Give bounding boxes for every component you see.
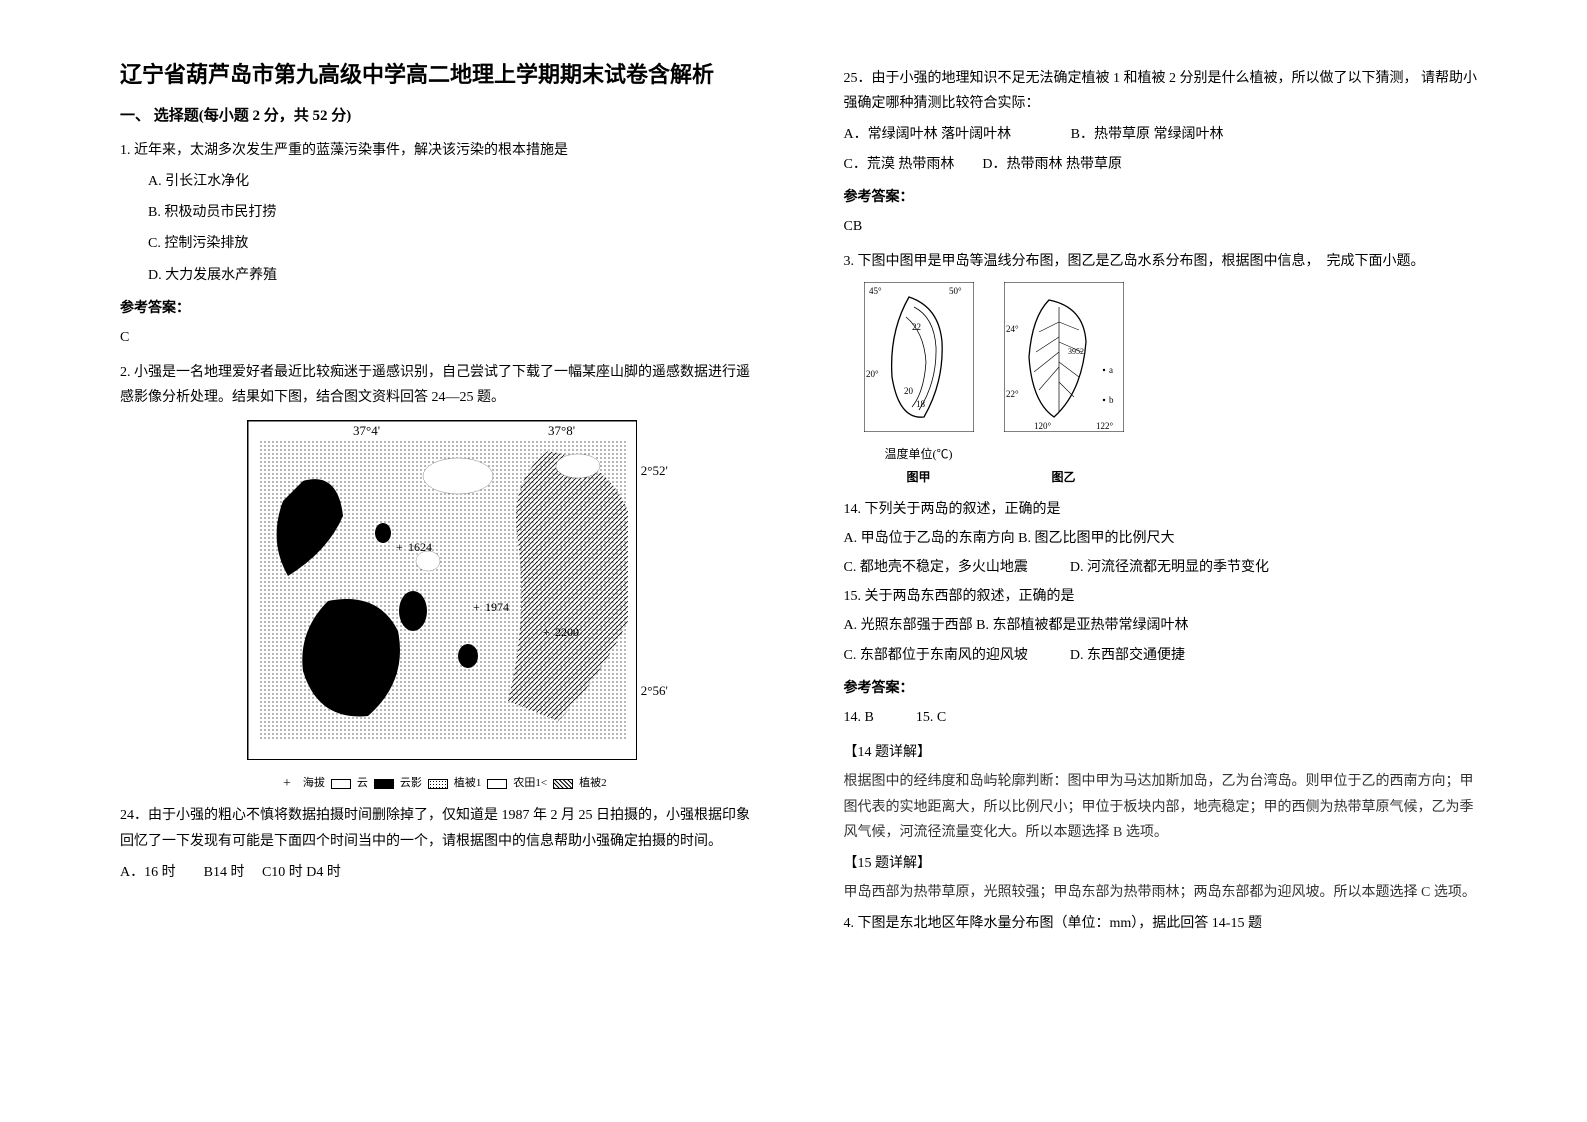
svg-text:+: +	[396, 540, 403, 554]
section-head: 一、 选择题(每小题 2 分，共 52 分)	[120, 103, 764, 130]
left-column: 辽宁省葫芦岛市第九高级中学高二地理上学期期末试卷含解析 一、 选择题(每小题 2…	[100, 60, 804, 1082]
q24-stem: 24．由于小强的粗心不慎将数据拍摄时间删除掉了，仅知道是 1987 年 2 月 …	[120, 803, 764, 853]
q1-ref-label: 参考答案：	[120, 296, 764, 321]
elev-1974: 1974	[485, 600, 509, 614]
right-column: 25．由于小强的地理知识不足无法确定植被 1 和植被 2 分别是什么植被，所以做…	[804, 60, 1508, 1082]
q1-stem: 1. 近年来，太湖多次发生严重的蓝藻污染事件，解决该污染的根本措施是	[120, 138, 764, 163]
q3-answer: 14. B 15. C	[844, 705, 1488, 730]
q14-cd: C. 都地壳不稳定，多火山地震 D. 河流径流都无明显的季节变化	[844, 555, 1488, 580]
legend-v1-icon	[428, 779, 448, 789]
svg-text:+: +	[473, 600, 480, 614]
q1-opt-d: D. 大力发展水产养殖	[148, 263, 764, 288]
legend-v2-label: 植被2	[579, 774, 607, 794]
yi-24: 24°	[1006, 324, 1019, 334]
yi-b: b	[1109, 395, 1114, 405]
remote-sensing-map: + 1624 + 1974 + 2200 37°4' 37°8'	[247, 420, 637, 760]
svg-text:+: +	[543, 625, 550, 639]
q2-answer: CB	[844, 214, 1488, 239]
lon-left: 37°4'	[353, 423, 380, 438]
legend-v2-icon	[553, 779, 573, 789]
page-title: 辽宁省葫芦岛市第九高级中学高二地理上学期期末试卷含解析	[120, 60, 764, 91]
legend-field-label: 农田1<	[513, 774, 547, 794]
q24-opts: A．16 时 B14 时 C10 时 D4 时	[120, 860, 764, 885]
exp15-body: 甲岛西部为热带草原，光照较强；甲岛东部为热带雨林；两岛东部都为迎风坡。所以本题选…	[844, 880, 1488, 905]
lat-bot: 2°56'	[641, 679, 668, 702]
q3-ref-label: 参考答案：	[844, 676, 1488, 701]
yi-22: 22°	[1006, 389, 1019, 399]
fig-yi-wrap: 3952 24° 22° 120° 122° a b 图乙	[1004, 282, 1124, 488]
jia-18: 18	[916, 399, 926, 409]
jia-unit: 温度单位(℃)	[864, 444, 974, 466]
q15-cd: C. 东部都位于东南风的迎风坡 D. 东西部交通便捷	[844, 643, 1488, 668]
q2-stem: 2. 小强是一名地理爱好者最近比较痴迷于遥感识别，自己尝试了下载了一幅某座山脚的…	[120, 360, 764, 410]
q15-stem: 15. 关于两岛东西部的叙述，正确的是	[844, 584, 1488, 609]
q1-options: A. 引长江水净化 B. 积极动员市民打捞 C. 控制污染排放 D. 大力发展水…	[148, 169, 764, 288]
jia-caption: 图甲	[864, 467, 974, 489]
yi-122: 122°	[1096, 421, 1114, 431]
q25-cd: C．荒漠 热带雨林 D．热带雨林 热带草原	[844, 152, 1488, 177]
yi-3952: 3952	[1068, 347, 1084, 356]
q25-ab: A．常绿阔叶林 落叶阔叶林 B．热带草原 常绿阔叶林	[844, 122, 1488, 147]
q4-stem: 4. 下图是东北地区年降水量分布图（单位：mm），据此回答 14-15 题	[844, 911, 1488, 936]
lon-right: 37°8'	[548, 423, 575, 438]
q3-figures: 45° 50° 20° 22 20 18 温度单位(℃) 图甲 3952 24°…	[864, 282, 1488, 488]
exp14-body: 根据图中的经纬度和岛屿轮廓判断：图中甲为马达加斯加岛，乙为台湾岛。则甲位于乙的西…	[844, 769, 1488, 845]
legend-shadow-icon	[374, 779, 394, 789]
jia-20s: 20°	[866, 369, 879, 379]
q3-stem: 3. 下图中图甲是甲岛等温线分布图，图乙是乙岛水系分布图，根据图中信息， 完成下…	[844, 249, 1488, 274]
legend-plus-icon: +	[277, 779, 297, 789]
q2-ref-label: 参考答案：	[844, 185, 1488, 210]
q2-figure: + 1624 + 1974 + 2200 37°4' 37°8' 2°52' 2…	[120, 420, 764, 793]
q25-stem: 25．由于小强的地理知识不足无法确定植被 1 和植被 2 分别是什么植被，所以做…	[844, 66, 1488, 116]
elev-1624: 1624	[408, 540, 432, 554]
yi-120: 120°	[1034, 421, 1052, 431]
jia-45: 45°	[869, 286, 882, 296]
legend-cloud-label: 云	[357, 774, 368, 794]
q1-opt-a: A. 引长江水净化	[148, 169, 764, 194]
exp14-head: 【14 题详解】	[844, 740, 1488, 765]
q14-stem: 14. 下列关于两岛的叙述，正确的是	[844, 497, 1488, 522]
legend-v1-label: 植被1	[454, 774, 482, 794]
fig-jia-wrap: 45° 50° 20° 22 20 18 温度单位(℃) 图甲	[864, 282, 974, 488]
q14-ab: A. 甲岛位于乙岛的东南方向 B. 图乙比图甲的比例尺大	[844, 526, 1488, 551]
q1-answer: C	[120, 325, 764, 350]
yi-caption: 图乙	[1004, 467, 1124, 489]
legend-field-icon	[487, 779, 507, 789]
yi-a: a	[1109, 365, 1113, 375]
lat-top: 2°52'	[641, 459, 668, 482]
legend-cloud-icon	[331, 779, 351, 789]
fig-jia: 45° 50° 20° 22 20 18	[864, 282, 974, 432]
jia-22: 22	[912, 322, 921, 332]
legend-plus-label: 海拔	[303, 774, 325, 794]
jia-20: 20	[904, 386, 914, 396]
q15-ab: A. 光照东部强于西部 B. 东部植被都是亚热带常绿阔叶林	[844, 613, 1488, 638]
elev-2200: 2200	[555, 625, 579, 639]
q2-legend: + 海拔 云 云影 植被1 农田1< 植被2	[120, 774, 764, 794]
legend-shadow-label: 云影	[400, 774, 422, 794]
q1-opt-b: B. 积极动员市民打捞	[148, 200, 764, 225]
fig-yi: 3952 24° 22° 120° 122° a b	[1004, 282, 1124, 432]
q1-opt-c: C. 控制污染排放	[148, 231, 764, 256]
jia-50: 50°	[949, 286, 962, 296]
exp15-head: 【15 题详解】	[844, 851, 1488, 876]
